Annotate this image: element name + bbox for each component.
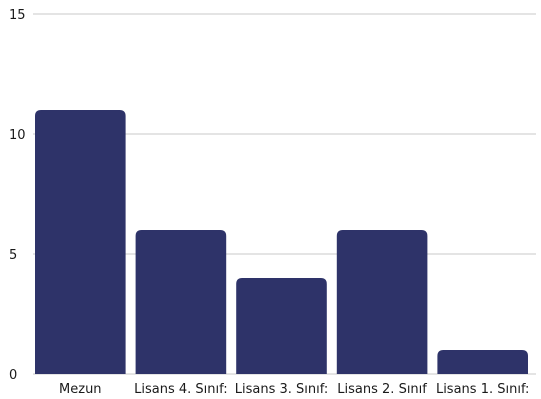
- y-tick-label: 0: [9, 368, 17, 383]
- x-tick-label: Lisans 4. Sınıf:: [134, 382, 227, 397]
- x-tick-label: Lisans 3. Sınıf:: [235, 382, 328, 397]
- bar: [336, 230, 428, 374]
- y-tick-label: 5: [9, 248, 17, 263]
- y-tick-label: 15: [9, 8, 26, 23]
- bar: [35, 110, 126, 374]
- bar: [135, 230, 227, 374]
- x-tick-label: Mezun: [59, 382, 102, 397]
- y-axis-ticks: 0 5 10 15: [9, 8, 26, 383]
- bars: [35, 110, 528, 374]
- x-axis-labels: Mezun Lisans 4. Sınıf: Lisans 3. Sınıf: Lis…: [59, 382, 529, 397]
- y-tick-label: 10: [9, 128, 26, 143]
- x-tick-label: Lisans 2. Sınıf: [337, 382, 427, 397]
- x-tick-label: Lisans 1. Sınıf:: [436, 382, 529, 397]
- bar: [437, 350, 528, 374]
- bar: [236, 278, 327, 374]
